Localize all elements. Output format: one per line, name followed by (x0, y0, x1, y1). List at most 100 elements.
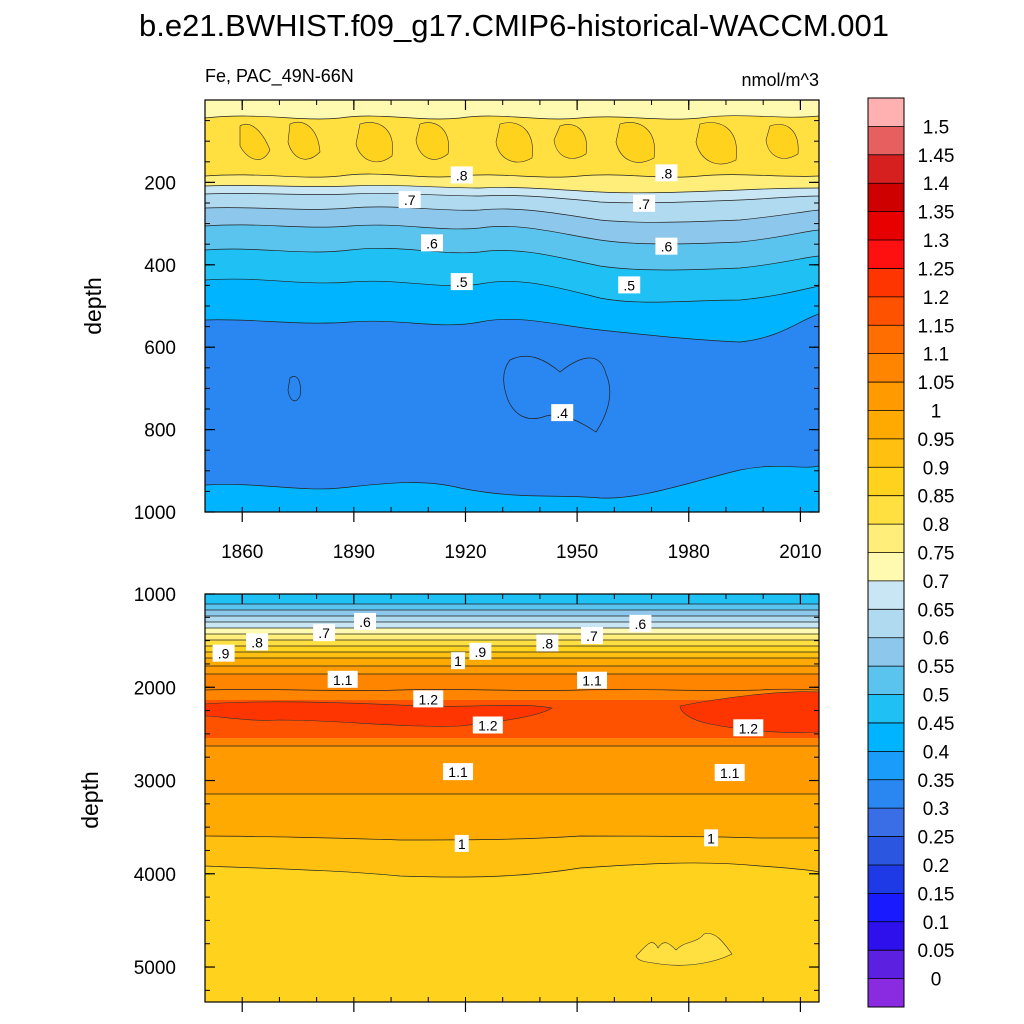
colorbar-tick-label: 0.45 (918, 714, 955, 735)
contour-label-text: .8 (251, 634, 263, 650)
upper-band-045 (205, 466, 819, 512)
lower-y-tick-label: 1000 (134, 585, 176, 606)
colorbar-tick-label: 0.15 (918, 884, 955, 905)
contour-label: .8 (450, 166, 473, 184)
lower-band-085b (205, 640, 819, 646)
colorbar-swatch (868, 325, 904, 354)
colorbar-tick-label: 1.2 (923, 288, 949, 309)
contour-label-text: 1.1 (448, 764, 468, 780)
colorbar-swatch (868, 722, 904, 752)
colorbar-tick-label: 0.55 (918, 657, 955, 678)
colorbar-swatch (868, 864, 904, 894)
colorbar-tick-label: 0.8 (923, 515, 949, 536)
contour-label: .7 (398, 191, 421, 209)
lower-y-tick-label: 2000 (134, 678, 176, 699)
contour-label: .6 (354, 612, 377, 630)
contour-label-box (212, 644, 235, 662)
colorbar-swatch (868, 410, 904, 440)
contour-label: 1.2 (733, 719, 764, 737)
contour-label: 1.1 (327, 670, 358, 688)
contour-label-text: .9 (218, 646, 230, 662)
lower-y-axis-label: depth (77, 771, 103, 829)
contour-label-box (618, 276, 641, 294)
upper-contour-lines (205, 115, 819, 499)
contour-label-box (398, 191, 421, 209)
upper-contour-labels: .8 .8 .7 .7 .6 .6 .5 .5 .4 (398, 164, 678, 422)
contour-label-text: 1.1 (333, 672, 353, 688)
contour-label-box (454, 834, 469, 852)
contour-label-text: 1 (458, 836, 466, 852)
contour-label: .8 (246, 633, 269, 651)
colorbar-tick-label: 1.5 (923, 117, 949, 138)
colorbar-tick-label: 0.95 (918, 430, 955, 451)
contour-label-text: 1.2 (478, 717, 498, 733)
colorbar-tick-label: 0.65 (918, 600, 955, 621)
upper-band-09-patch2 (287, 122, 321, 160)
upper-y-tick-label: 400 (144, 256, 176, 277)
contour-label-text: .8 (542, 635, 554, 651)
colorbar: 0 0.05 0.1 0.15 0.2 0.25 0.3 0.35 0.4 0.45 0.5 0.55… (867, 97, 955, 1008)
lower-band-05b (205, 594, 819, 604)
contour-label: .6 (655, 237, 678, 255)
lower-band-125-right (679, 691, 819, 733)
contour-label-box (704, 829, 719, 847)
chart-title: b.e21.BWHIST.f09_g17.CMIP6-historical-WA… (139, 8, 889, 43)
upper-y-tick-label: 600 (144, 338, 176, 359)
colorbar-swatch (868, 296, 904, 326)
lower-y-tick-label: 3000 (134, 772, 176, 793)
lower-band-06b (205, 610, 819, 616)
lower-contour-lines (205, 603, 819, 878)
colorbar-swatch (868, 495, 904, 525)
colorbar-tick-label: 1.45 (918, 146, 955, 167)
colorbar-tick-label: 0.2 (923, 856, 949, 877)
contour-label: .5 (450, 273, 473, 291)
contour-label: .6 (420, 234, 443, 252)
contour-label-text: .6 (426, 235, 438, 251)
colorbar-tick-label: 1.35 (918, 203, 955, 224)
contour-label-text: 1 (707, 830, 715, 846)
colorbar-frame (867, 97, 905, 1008)
colorbar-swatch (868, 382, 904, 411)
upper-band-09-patch7 (615, 122, 655, 163)
upper-band-06 (205, 206, 819, 244)
contour-label-text: .6 (661, 239, 673, 255)
contour-label: .9 (212, 644, 235, 662)
upper-band-05 (205, 248, 819, 303)
upper-contour-fill (205, 100, 819, 512)
contour-label-box (327, 670, 358, 688)
lower-plot-frame (204, 593, 820, 1003)
lower-band-075b (205, 628, 819, 634)
contour-label: .4 (551, 404, 574, 422)
colorbar-swatch (868, 268, 904, 298)
colorbar-tick-label: 0.25 (918, 828, 955, 849)
contour-label-text: 1.1 (582, 673, 602, 689)
lower-band-125-left (205, 701, 553, 727)
upper-y-axis-label: depth (80, 277, 106, 335)
upper-band-09-patch8 (695, 122, 737, 165)
lower-contour-labels: .6 .7 .8 .9 .6 .7 .8 .9 1 1.1 1.1 1.2 1.2 1.2 1.1 1.1 1 1 (212, 612, 764, 852)
contour-label-box (472, 716, 503, 734)
colorbar-tick-label: 1.1 (923, 345, 949, 366)
colorbar-tick-label: 0.35 (918, 771, 955, 792)
contour-label-text: 1 (454, 653, 462, 669)
colorbar-tick-label: 0.6 (923, 629, 949, 650)
colorbar-tick-label: 1.3 (923, 231, 949, 252)
contour-label-box (577, 671, 608, 689)
colorbar-swatch (868, 353, 904, 383)
upper-band-09-patch1 (239, 124, 271, 160)
contour-label: 1.1 (714, 764, 745, 782)
upper-x-tick-label: 2010 (779, 542, 821, 563)
upper-x-tick-label: 1980 (668, 542, 710, 563)
colorbar-swatch (868, 438, 904, 468)
upper-y-tick-label: 200 (144, 173, 176, 194)
colorbar-tick-label: 0.75 (918, 544, 955, 565)
upper-axis-ticks: 1860 1890 1920 1950 1980 2010 200 400 600 800 1000 (134, 99, 822, 563)
colorbar-swatch (868, 126, 904, 156)
lower-axis-ticks: 1000 2000 3000 4000 5000 (134, 585, 819, 1012)
colorbar-swatch (868, 467, 904, 496)
colorbar-tick-label: 0.7 (923, 572, 949, 593)
colorbar-swatch (868, 154, 904, 184)
colorbar-swatch (868, 808, 904, 837)
colorbar-swatch (868, 950, 904, 979)
contour-label-text: .4 (556, 405, 568, 421)
